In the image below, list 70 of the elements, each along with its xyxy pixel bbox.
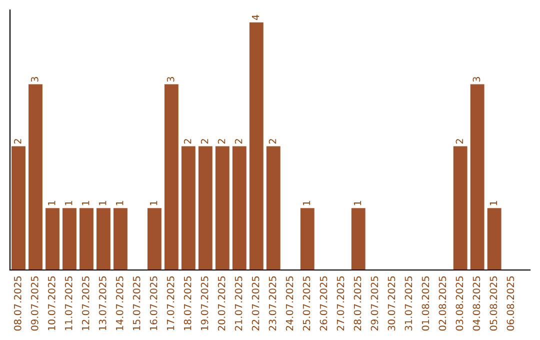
x-tick-label: 25.07.2025 bbox=[302, 276, 310, 331]
x-tick-label: 20.07.2025 bbox=[218, 276, 226, 331]
x-tick-label: 15.07.2025 bbox=[132, 276, 140, 330]
data-label: 1 bbox=[302, 200, 310, 206]
bar bbox=[266, 146, 280, 270]
bar bbox=[198, 146, 212, 270]
x-tick-label: 29.07.2025 bbox=[370, 276, 378, 331]
x-tick-label: 21.07.2025 bbox=[234, 276, 242, 331]
x-tick-label: 23.07.2025 bbox=[268, 276, 276, 331]
data-label: 4 bbox=[252, 14, 260, 20]
data-label: 1 bbox=[48, 200, 56, 206]
data-label: 1 bbox=[150, 200, 158, 206]
data-label: 2 bbox=[200, 139, 208, 144]
data-label: 2 bbox=[218, 139, 226, 144]
bar bbox=[28, 84, 42, 270]
x-tick-label: 28.07.2025 bbox=[354, 276, 362, 331]
x-tick-label: 12.07.2025 bbox=[82, 276, 90, 330]
x-tick-label: 17.07.2025 bbox=[166, 276, 174, 330]
bar bbox=[96, 208, 110, 270]
x-tick-label: 19.07.2025 bbox=[200, 276, 208, 330]
x-tick-label: 14.07.2025 bbox=[116, 276, 124, 330]
bar bbox=[62, 208, 76, 270]
bar bbox=[215, 146, 230, 270]
x-tick-label: 13.07.2025 bbox=[98, 276, 106, 330]
bar bbox=[470, 84, 484, 270]
bar bbox=[113, 208, 128, 270]
data-label: 3 bbox=[472, 77, 480, 82]
data-label: 2 bbox=[456, 139, 464, 144]
bar bbox=[232, 146, 246, 270]
x-tick-label: 30.07.2025 bbox=[388, 276, 396, 330]
x-tick-label: 09.07.2025 bbox=[30, 276, 38, 331]
x-tick-label: 27.07.2025 bbox=[336, 276, 344, 331]
x-tick-label: 04.08.2025 bbox=[472, 276, 480, 331]
x-tick-label: 06.08.2025 bbox=[506, 276, 514, 331]
x-tick-label: 31.07.2025 bbox=[404, 276, 412, 330]
bar bbox=[46, 208, 60, 270]
x-tick-label: 22.07.2025 bbox=[252, 276, 260, 331]
data-label: 3 bbox=[30, 77, 38, 82]
x-tick-label: 05.08.2025 bbox=[490, 276, 498, 331]
bar bbox=[300, 208, 314, 270]
data-label: 3 bbox=[166, 77, 174, 82]
data-label: 1 bbox=[354, 200, 362, 206]
bar bbox=[12, 146, 26, 270]
data-label: 2 bbox=[184, 139, 192, 144]
bar bbox=[147, 208, 162, 270]
x-tick-label: 24.07.2025 bbox=[286, 276, 294, 331]
data-label: 1 bbox=[99, 200, 106, 206]
x-tick-label: 18.07.2025 bbox=[184, 276, 192, 330]
data-label: 1 bbox=[490, 200, 497, 206]
x-tick-label: 16.07.2025 bbox=[150, 276, 158, 330]
x-tick-label: 10.07.2025 bbox=[48, 276, 56, 330]
bar bbox=[249, 22, 264, 270]
data-label: 2 bbox=[268, 139, 276, 144]
data-label: 1 bbox=[65, 200, 72, 206]
data-label: 2 bbox=[234, 139, 242, 144]
x-tick-label: 08.07.2025 bbox=[14, 276, 22, 331]
x-tick-label: 02.08.2025 bbox=[438, 276, 446, 331]
x-tick-label: 03.08.2025 bbox=[456, 276, 464, 331]
bar bbox=[487, 208, 502, 270]
data-label: 1 bbox=[82, 200, 90, 206]
bar bbox=[453, 146, 468, 270]
bar bbox=[80, 208, 94, 270]
x-tick-label: 26.07.2025 bbox=[320, 276, 328, 331]
bar bbox=[181, 146, 196, 270]
data-label: 1 bbox=[116, 200, 124, 206]
x-tick-label: 01.08.2025 bbox=[422, 276, 430, 331]
x-tick-label: 11.07.2025 bbox=[64, 276, 72, 330]
data-label: 2 bbox=[14, 139, 22, 144]
bar bbox=[351, 208, 366, 270]
bar bbox=[164, 84, 178, 270]
